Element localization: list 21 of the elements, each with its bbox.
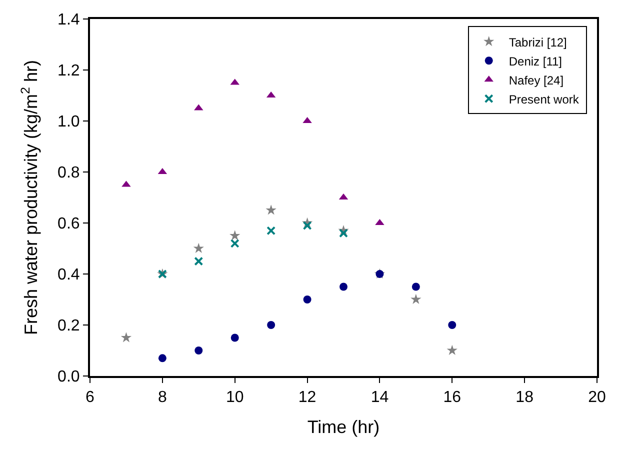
y-tick-label: 0.8: [58, 164, 80, 182]
y-tick-label: 0.0: [58, 368, 80, 386]
y-tick-label: 0.6: [58, 216, 80, 233]
x-axis-title: Time (hr): [307, 416, 380, 437]
x-tick-label: 10: [226, 389, 244, 406]
y-tick-label: 1.0: [58, 114, 80, 131]
x-tick-label: 8: [158, 389, 167, 406]
y-tick-label: 0.4: [58, 266, 80, 284]
x-tick-label: 16: [443, 389, 462, 406]
x-tick-label: 14: [370, 389, 389, 406]
x-tick-label: 12: [298, 389, 316, 406]
x-tick-label: 20: [588, 389, 606, 406]
legend-label: Tabrizi [12]: [508, 35, 567, 50]
legend-label: Deniz [11]: [508, 54, 562, 68]
legend-label: Present work: [508, 92, 580, 106]
x-tick-label: 6: [86, 389, 95, 406]
y-tick-label: 1.2: [58, 62, 80, 80]
y-tick-label: 1.4: [58, 12, 80, 29]
x-tick-label: 18: [516, 389, 534, 406]
y-tick-label: 0.2: [58, 318, 80, 335]
legend-label: Nafey [24]: [508, 73, 564, 88]
